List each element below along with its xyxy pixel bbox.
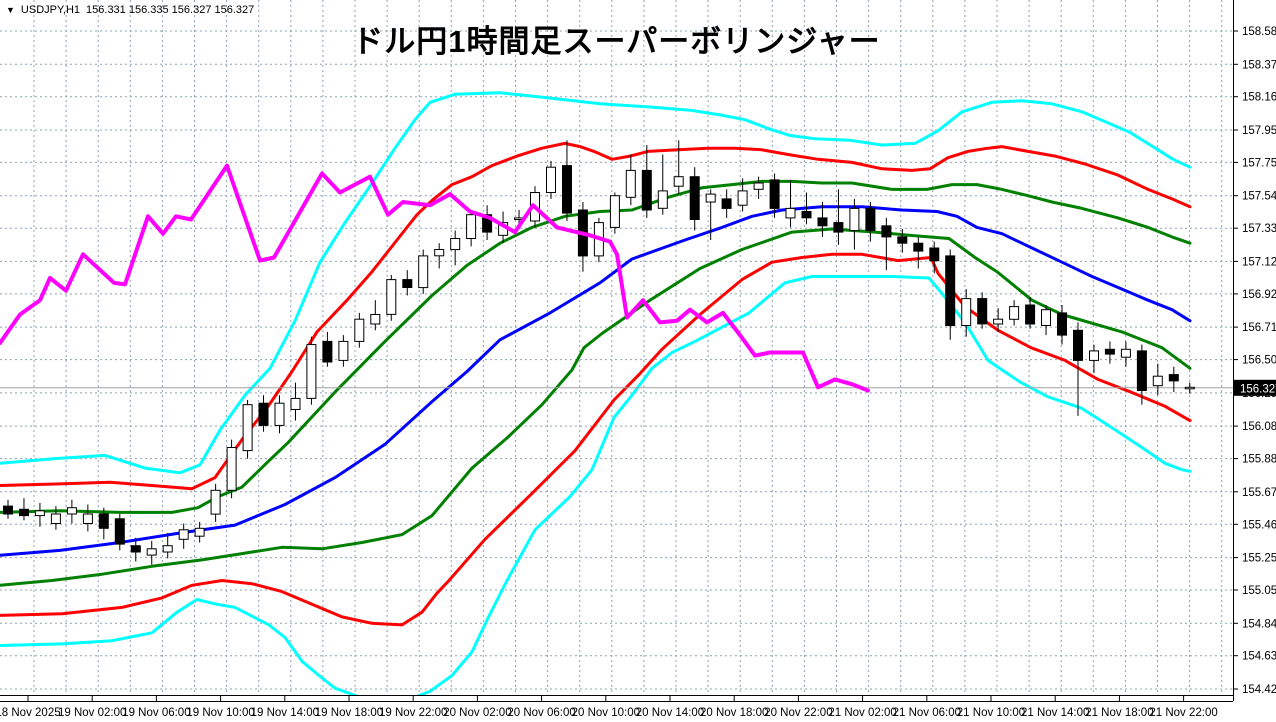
svg-text:19 Nov 10:00: 19 Nov 10:00 [186,707,254,719]
symbol-info: ▼ USDJPY,H1 156.331 156.335 156.327 156.… [6,4,254,16]
candles-layer [3,140,1195,565]
svg-text:20 Nov 22:00: 20 Nov 22:00 [764,707,832,719]
current-price-tag: 156.327 [1234,379,1276,396]
svg-text:21 Nov 14:00: 21 Nov 14:00 [1021,707,1089,719]
svg-text:157.125: 157.125 [1242,256,1276,268]
svg-text:158.370: 158.370 [1242,59,1276,71]
svg-text:19 Nov 02:00: 19 Nov 02:00 [58,707,126,719]
band-lines-layer [0,91,1192,695]
svg-text:158.580: 158.580 [1242,26,1276,38]
svg-text:157.955: 157.955 [1242,125,1276,137]
svg-text:19 Nov 14:00: 19 Nov 14:00 [251,707,319,719]
svg-text:154.425: 154.425 [1242,684,1276,696]
symbol-quotes: 156.331 156.335 156.327 156.327 [86,4,255,16]
svg-text:19 Nov 18:00: 19 Nov 18:00 [315,707,383,719]
svg-text:154.840: 154.840 [1242,618,1276,630]
svg-text:21 Nov 02:00: 21 Nov 02:00 [828,707,896,719]
svg-text:157.335: 157.335 [1242,223,1276,235]
svg-text:158.165: 158.165 [1242,92,1276,104]
svg-text:157.540: 157.540 [1242,191,1276,203]
chart-title: ドル円1時間足スーパーボリンジャー [352,24,881,59]
svg-text:156.505: 156.505 [1242,355,1276,367]
svg-text:20 Nov 18:00: 20 Nov 18:00 [700,707,768,719]
svg-text:155.880: 155.880 [1242,454,1276,466]
svg-text:18 Nov 2025: 18 Nov 2025 [0,707,61,719]
svg-text:155.465: 155.465 [1242,519,1276,531]
svg-text:156.710: 156.710 [1242,322,1276,334]
symbol-dropdown-icon[interactable]: ▼ [6,4,15,15]
svg-text:156.085: 156.085 [1242,421,1276,433]
svg-text:155.670: 155.670 [1242,487,1276,499]
svg-text:20 Nov 06:00: 20 Nov 06:00 [507,707,575,719]
svg-text:20 Nov 02:00: 20 Nov 02:00 [443,707,511,719]
svg-text:21 Nov 06:00: 21 Nov 06:00 [893,707,961,719]
lagging-span-line [0,163,870,393]
svg-text:19 Nov 06:00: 19 Nov 06:00 [122,707,190,719]
svg-text:20 Nov 10:00: 20 Nov 10:00 [572,707,640,719]
svg-text:19 Nov 22:00: 19 Nov 22:00 [379,707,447,719]
svg-text:156.327: 156.327 [1240,383,1276,395]
symbol-name: USDJPY,H1 [20,4,81,16]
svg-text:155.255: 155.255 [1242,553,1276,565]
axis-frame [0,0,1234,702]
svg-text:20 Nov 14:00: 20 Nov 14:00 [636,707,704,719]
svg-text:154.635: 154.635 [1242,651,1276,663]
svg-text:21 Nov 22:00: 21 Nov 22:00 [1149,707,1217,719]
svg-text:155.050: 155.050 [1242,585,1276,597]
svg-text:157.750: 157.750 [1242,157,1276,169]
price-axis[interactable]: 158.580 158.370 158.165 157.955 157.750 157.5… [1233,26,1276,696]
svg-text:156.920: 156.920 [1242,289,1276,301]
svg-text:21 Nov 18:00: 21 Nov 18:00 [1085,707,1153,719]
svg-text:21 Nov 10:00: 21 Nov 10:00 [957,707,1025,719]
